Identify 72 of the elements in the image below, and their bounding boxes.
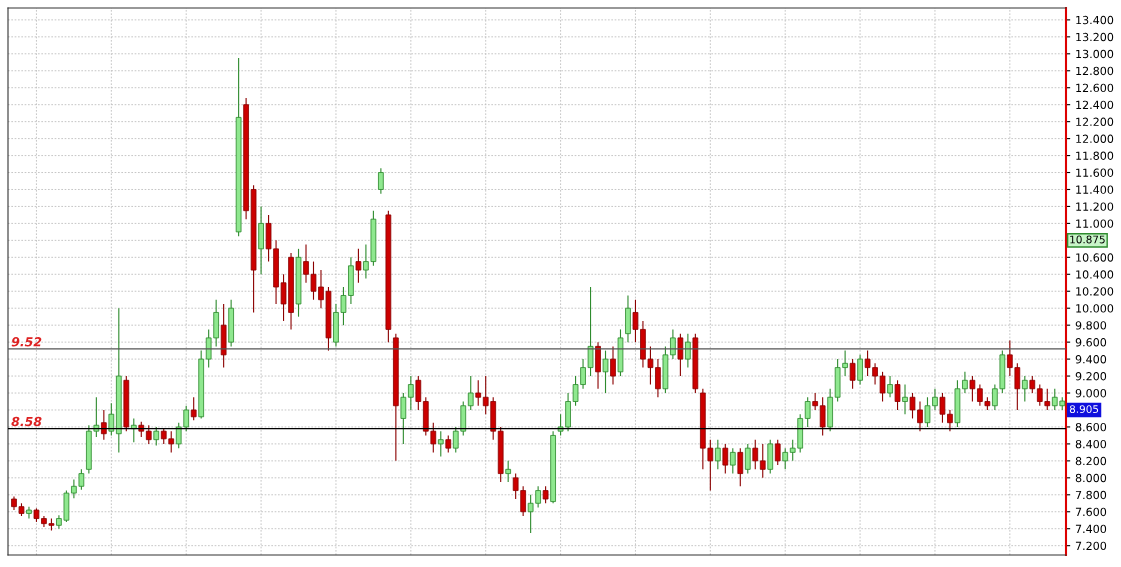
- y-tick-label: 13.400: [1076, 15, 1114, 25]
- candlestick: [887, 375, 893, 398]
- y-tick-label: 12.400: [1076, 100, 1114, 110]
- y-tick-label: 7.600: [1075, 507, 1107, 517]
- candlestick: [437, 430, 444, 458]
- y-tick-label: 7.200: [1075, 541, 1107, 551]
- y-tick-label: 8.600: [1075, 422, 1107, 432]
- y-tick-label: 10.400: [1076, 270, 1114, 279]
- candlestick: [1021, 375, 1028, 403]
- candlestick: [819, 396, 826, 436]
- candlestick: [849, 358, 856, 390]
- ref-line-label: 9.52: [11, 337, 42, 347]
- candlestick: [670, 328, 676, 360]
- candlestick: [355, 248, 362, 284]
- candlestick: [602, 350, 609, 394]
- y-tick-label: 9.600: [1075, 338, 1107, 347]
- y-tick-label: 13.000: [1076, 49, 1114, 59]
- y-tick-label: 7.800: [1075, 490, 1107, 500]
- y-tick-label: 10.600: [1076, 253, 1114, 262]
- y-tick-label: 8.400: [1075, 439, 1107, 449]
- y-tick-label: 12.000: [1076, 134, 1114, 143]
- candlestick: [752, 439, 759, 470]
- candlestick: [969, 375, 976, 403]
- candlestick: [714, 439, 721, 470]
- candlestick: [467, 375, 474, 411]
- y-tick-label: 7.400: [1075, 524, 1107, 534]
- y-tick-label: 10.000: [1076, 304, 1114, 313]
- y-tick-label: 12.200: [1076, 117, 1114, 127]
- y-tick-label: 11.800: [1076, 151, 1114, 160]
- y-tick-label: 11.000: [1076, 219, 1114, 228]
- y-tick-label: 12.600: [1076, 83, 1114, 93]
- candlestick: [505, 460, 512, 483]
- candlestick: [100, 409, 107, 441]
- candlestick: [400, 392, 407, 445]
- candlestick: [677, 333, 684, 377]
- y-tick-label: 12.800: [1076, 66, 1114, 76]
- y-tick-label: 11.400: [1076, 185, 1114, 194]
- y-tick-label: 13.200: [1076, 32, 1114, 42]
- candlestick: [744, 443, 751, 475]
- y-tick-label: 10.200: [1076, 287, 1114, 296]
- y-tick-label: 9.800: [1075, 321, 1107, 330]
- candlestick: [857, 354, 863, 386]
- candlestick: [894, 379, 901, 411]
- candlestick: [737, 447, 744, 487]
- y-tick-label: 9.400: [1075, 355, 1107, 364]
- candlestick: [145, 424, 152, 445]
- candlestick: [378, 167, 384, 195]
- candlestick: [804, 396, 811, 428]
- y-tick-label: 11.200: [1076, 202, 1114, 211]
- candlestick: [774, 439, 781, 466]
- candlestick: [190, 396, 197, 421]
- y-tick-label: 9.200: [1075, 372, 1107, 381]
- candlestick: [26, 506, 32, 520]
- candlestick: [782, 447, 789, 470]
- candlestick: [415, 375, 422, 411]
- candlestick: [722, 443, 729, 475]
- ref-line-label: 8.58: [11, 416, 42, 427]
- candlestick: [610, 345, 616, 386]
- text: 8.905: [1069, 405, 1099, 414]
- candlestick: [153, 426, 160, 447]
- candlestick: [902, 383, 908, 415]
- y-tick-label: 9.000: [1075, 388, 1107, 398]
- y-tick-label: 8.200: [1075, 456, 1107, 466]
- candlestick: [475, 379, 482, 407]
- candlestick: [729, 447, 736, 475]
- candlestick: [407, 375, 414, 411]
- text: 10.875: [1070, 235, 1105, 244]
- candlestick: [108, 402, 115, 436]
- candlestick: [685, 333, 691, 369]
- y-tick-label: 8.000: [1075, 473, 1107, 483]
- y-tick-label: 11.600: [1076, 168, 1114, 177]
- candlestick: [759, 443, 766, 479]
